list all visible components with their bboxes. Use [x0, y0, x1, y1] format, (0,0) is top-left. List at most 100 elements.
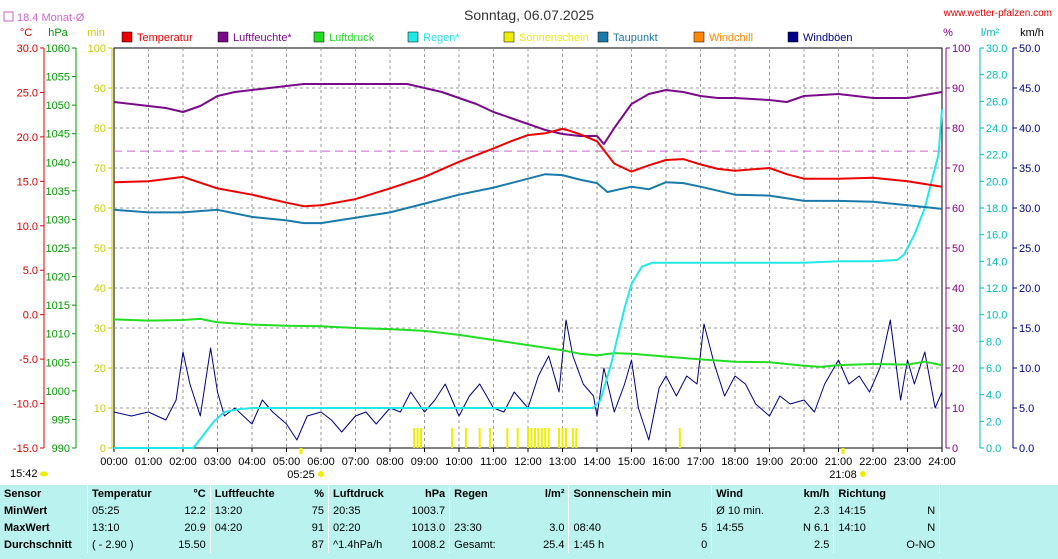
sunshine-bar [516, 428, 519, 448]
stats-filler [939, 502, 1058, 519]
sunshine-bar [413, 428, 416, 448]
legend-swatch [787, 31, 799, 43]
stats-row-label: MaxWert [4, 521, 50, 534]
stats-cell: ^1.4hPa/h [328, 536, 406, 553]
x-tick-label: 08:00 [376, 456, 404, 468]
stats-cell [711, 536, 796, 553]
legend-label: Regen* [423, 32, 460, 44]
x-tick-label: 18:00 [721, 456, 749, 468]
stats-header-pres-unit: hPa [424, 487, 446, 500]
hpa-axis-tick-label: 1035 [46, 186, 70, 198]
legend-swatch [503, 31, 515, 43]
x-tick-label: 14:00 [583, 456, 611, 468]
hpa-axis-tick-label: 1055 [46, 72, 70, 84]
stats-header-rain-unit: l/m² [544, 487, 565, 500]
min-axis-tick-label: 90 [94, 83, 106, 95]
percent-axis-tick-label: 20 [952, 363, 964, 375]
hpa-axis-tick-label: 1050 [46, 100, 70, 112]
sunrise-label: 05:25 [287, 469, 315, 481]
x-tick-label: 11:00 [480, 456, 507, 468]
stats-filler [939, 519, 1058, 536]
stats-cell: 0 [701, 538, 708, 551]
lm2-axis-tick-label: 28.0 [986, 70, 1007, 82]
stats-cell: 14:10 [833, 519, 902, 536]
stats-cell: 08:40 [568, 519, 676, 536]
stats-header-wind-unit: km/h [803, 487, 830, 500]
chart-title: Sonntag, 06.07.2025 [464, 7, 594, 23]
hpa-axis-tick-label: 1040 [46, 157, 70, 169]
sunshine-bar [416, 428, 419, 448]
x-tick-label: 03:00 [204, 456, 232, 468]
legend-swatch [313, 31, 325, 43]
percent-axis-tick-label: 80 [952, 123, 964, 135]
x-tick-label: 12:00 [514, 456, 542, 468]
stats-cell: 23:30 [449, 519, 532, 536]
unit-lm2: l/m² [981, 27, 1000, 39]
celsius-axis-tick-label: 20.0 [17, 132, 38, 144]
sunset-label: 21:08 [829, 469, 857, 481]
min-axis-tick-label: 30 [94, 323, 106, 335]
x-tick-label: 17:00 [687, 456, 715, 468]
unit-hpa: hPa [48, 27, 68, 39]
sunshine-bar [564, 428, 567, 448]
lm2-axis-tick-label: 18.0 [986, 203, 1007, 215]
lm2-axis-tick-label: 10.0 [986, 310, 1007, 322]
x-tick-label: 16:00 [652, 456, 680, 468]
sunshine-bar [678, 428, 681, 448]
celsius-axis-tick-label: -10.0 [13, 399, 38, 411]
x-tick-label: 23:00 [894, 456, 922, 468]
kmh-axis-tick-label: 25.0 [1019, 243, 1040, 255]
hpa-axis-tick-label: 1045 [46, 129, 70, 141]
day-length-label: 15:42 [10, 468, 38, 480]
lm2-axis-tick-label: 22.0 [986, 150, 1007, 162]
min-axis-tick-label: 60 [94, 203, 106, 215]
min-axis-tick-label: 100 [88, 43, 106, 55]
legend-label: Taupunkt [613, 32, 658, 44]
stats-cell: 13:10 [86, 519, 175, 536]
lm2-axis-tick-label: 30.0 [986, 43, 1007, 55]
hpa-axis-tick-label: 1020 [46, 272, 70, 284]
hpa-axis-tick-label: 1030 [46, 214, 70, 226]
kmh-axis-tick-label: 0.0 [1019, 443, 1034, 455]
x-tick-label: 24:00 [928, 456, 956, 468]
lm2-axis-tick-label: 14.0 [986, 256, 1007, 268]
stats-cell: 02:20 [328, 519, 406, 536]
kmh-axis-tick-label: 20.0 [1019, 283, 1040, 295]
humidity-line [113, 83, 943, 145]
x-tick-label: 01:00 [135, 456, 163, 468]
stats-cell: 13:20 [209, 502, 299, 519]
x-tick-label: 21:00 [825, 456, 853, 468]
hpa-axis-tick-label: 1010 [46, 329, 70, 341]
stats-cell: 1003.7 [411, 504, 446, 517]
stats-header-temp: Temperatur [86, 485, 175, 502]
lm2-axis-tick-label: 2.0 [986, 416, 1001, 428]
hpa-axis-tick-label: 1000 [46, 386, 70, 398]
legend-swatch [407, 31, 419, 43]
stats-cell [568, 502, 676, 519]
sunshine-bar [561, 428, 564, 448]
stats-cell: Ø 10 min. [711, 502, 796, 519]
kmh-axis-tick-label: 5.0 [1019, 403, 1034, 415]
weather-chart: 00:00 01:00 02:00 03:00 04:00 05:00 06:00 07:00… [3, 7, 1052, 481]
lm2-axis-tick-label: 12.0 [986, 283, 1007, 295]
celsius-axis-tick-label: 0.0 [23, 310, 38, 322]
celsius-axis-tick-label: 10.0 [17, 221, 38, 233]
sunshine-bar [420, 428, 423, 448]
sun-icon [317, 471, 324, 477]
site-url: www.wetter-pfalzen.com [943, 8, 1052, 19]
stats-cell: 5 [701, 521, 708, 534]
percent-axis-tick-label: 100 [952, 43, 970, 55]
stats-cell: 12.2 [184, 504, 206, 517]
stats-cell: 20:35 [328, 502, 406, 519]
x-tick-label: 20:00 [790, 456, 818, 468]
min-axis-tick-label: 0 [100, 443, 106, 455]
legend-label: Windböen [803, 32, 853, 44]
rain-line [114, 109, 943, 449]
kmh-axis-tick-label: 30.0 [1019, 203, 1040, 215]
pressure-line [113, 317, 943, 368]
stats-cell: 14:55 [711, 519, 796, 536]
x-tick-label: 19:00 [756, 456, 784, 468]
x-tick-label: 07:00 [342, 456, 370, 468]
stats-cell: 14:15 [833, 502, 902, 519]
min-axis-tick-label: 80 [94, 123, 106, 135]
